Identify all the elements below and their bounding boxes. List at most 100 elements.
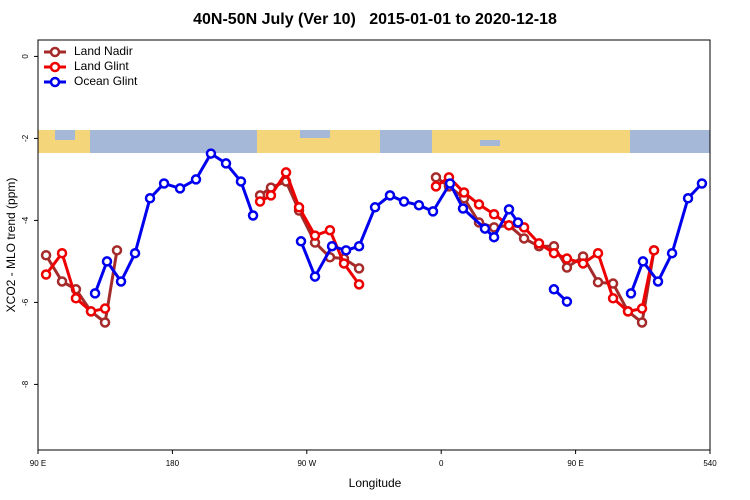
data-point [247, 210, 259, 221]
map-water [480, 140, 500, 146]
data-point [458, 187, 470, 198]
data-point [622, 306, 634, 317]
data-point [40, 250, 52, 261]
data-point [666, 247, 678, 259]
data-point [682, 193, 694, 204]
data-point [592, 277, 604, 288]
data-point [99, 317, 111, 328]
legend-marker [49, 46, 61, 58]
data-point [488, 209, 500, 220]
chart-title: 40N-50N July (Ver 10) 2015-01-01 to 2020… [193, 11, 557, 28]
data-point [40, 269, 52, 280]
data-point [533, 238, 545, 249]
map-strip [38, 130, 710, 153]
x-tick-label: 540 [703, 459, 717, 468]
data-point [473, 199, 485, 210]
data-point [338, 258, 350, 269]
data-point [254, 196, 266, 207]
data-point [295, 236, 307, 247]
data-point [56, 247, 68, 259]
data-point [636, 303, 648, 314]
data-point [637, 256, 649, 267]
y-axis-label: XCO2 - MLO trend (ppm) [4, 178, 18, 313]
data-point [479, 223, 491, 234]
y-tick-label: -6 [21, 298, 30, 306]
data-point [326, 240, 338, 252]
series-line [93, 151, 704, 303]
legend-label: Land Nadir [74, 44, 133, 58]
x-tick-label: 180 [166, 459, 180, 468]
data-point [512, 217, 524, 228]
data-point [340, 245, 352, 256]
legend-label: Ocean Glint [74, 74, 138, 88]
data-point [309, 230, 321, 241]
x-tick-label: 90 W [297, 459, 316, 468]
legend-marker [49, 61, 61, 73]
map-water [90, 130, 120, 153]
data-point [518, 233, 530, 244]
data-point [430, 181, 442, 192]
data-point [265, 190, 277, 201]
plot-frame [37, 39, 711, 451]
data-point [548, 247, 560, 259]
data-point [353, 279, 365, 290]
y-tick-label: -8 [21, 380, 30, 388]
data-point [309, 271, 321, 282]
x-axis-label: Longitude [349, 476, 402, 490]
data-point [648, 245, 660, 256]
data-point [636, 317, 648, 328]
data-point [607, 293, 619, 304]
data-point [592, 247, 604, 259]
data-point [293, 202, 305, 213]
data-point [413, 199, 425, 211]
data-point [561, 253, 573, 264]
data-point [503, 204, 515, 215]
legend-marker [49, 76, 61, 88]
data-point [548, 284, 560, 295]
data-point [144, 193, 156, 204]
data-point [235, 176, 247, 187]
x-tick-label: 0 [439, 459, 444, 468]
data-point [696, 178, 708, 189]
data-point [220, 158, 232, 169]
data-point [577, 258, 589, 269]
data-point [652, 276, 664, 287]
data-point [353, 240, 365, 252]
data-point [353, 263, 365, 274]
data-point [384, 190, 396, 201]
data-point [561, 296, 573, 307]
data-point [561, 262, 573, 273]
data-point [89, 288, 101, 299]
data-point [129, 247, 141, 259]
data-point [430, 172, 442, 183]
x-tick-label: 90 E [567, 459, 583, 468]
legend-label: Land Glint [74, 59, 129, 73]
data-point [427, 206, 439, 217]
y-tick-label: -2 [21, 134, 30, 142]
map-water [630, 130, 710, 153]
data-point [174, 183, 186, 194]
data-point [324, 224, 336, 236]
map-water [120, 130, 257, 153]
data-point [503, 220, 515, 231]
data-point [56, 276, 68, 287]
x-tick-label: 90 E [30, 459, 46, 468]
data-point [85, 306, 97, 317]
y-tick-label: -4 [21, 216, 30, 224]
data-point [369, 202, 381, 213]
data-point [101, 256, 113, 267]
data-point [488, 231, 500, 243]
data-point [444, 178, 456, 189]
data-point [625, 288, 637, 299]
map-water [300, 130, 330, 138]
data-point [115, 276, 127, 287]
data-point [70, 293, 82, 304]
y-tick-label: 0 [21, 54, 30, 59]
data-point [398, 196, 410, 207]
data-point [111, 245, 123, 256]
map-water [380, 130, 432, 153]
data-point [280, 167, 292, 178]
data-point [99, 303, 111, 314]
